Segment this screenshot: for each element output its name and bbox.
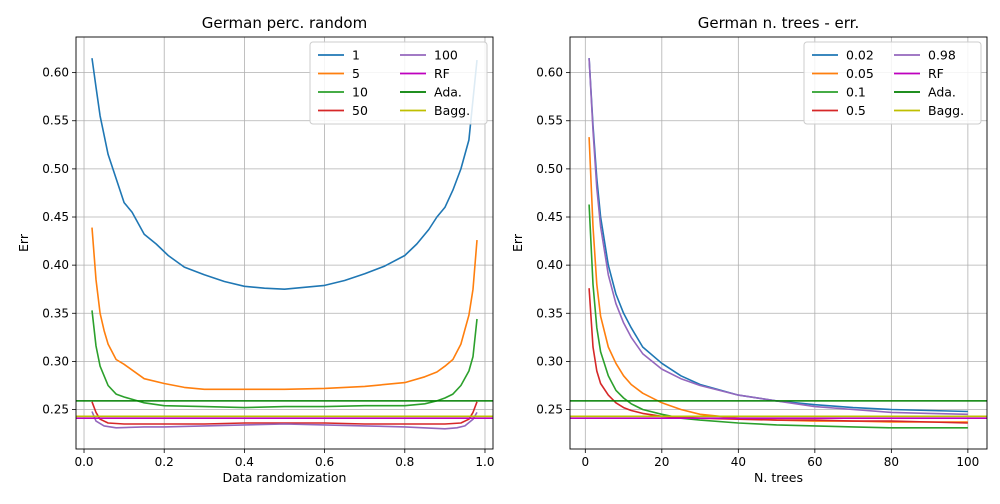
x-tick-label: 100	[956, 455, 979, 469]
x-tick-label: 40	[731, 455, 746, 469]
legend-label: 0.98	[928, 48, 956, 63]
legend-item: 10	[318, 85, 368, 100]
legend-item: 5	[318, 66, 360, 81]
x-tick-label: 80	[884, 455, 899, 469]
x-tick-label: 0.4	[235, 455, 254, 469]
legend-item: Ada.	[400, 85, 462, 100]
legend-label: RF	[928, 66, 944, 81]
legend-item: 0.1	[812, 85, 866, 100]
y-tick-label: 0.35	[536, 306, 563, 320]
series-line-0-05	[588, 137, 968, 423]
legend-label: Ada.	[434, 85, 462, 100]
legend-item: RF	[894, 66, 944, 81]
chart-title: German n. trees - err.	[698, 14, 860, 32]
legend-item: 100	[400, 48, 458, 63]
legend-label: 10	[352, 85, 368, 100]
legend-box	[803, 41, 982, 125]
series-line-0-1	[588, 204, 968, 429]
y-tick-label: 0.50	[42, 162, 69, 176]
x-tick-label: 20	[654, 455, 669, 469]
series-line-5	[91, 227, 478, 391]
legend-item: 1	[318, 48, 360, 63]
legend-item: 0.5	[812, 103, 866, 118]
y-tick-label: 0.30	[536, 354, 563, 368]
y-tick-label: 0.35	[42, 306, 69, 320]
legend-label: 5	[352, 66, 360, 81]
y-tick-label: 0.40	[536, 258, 563, 272]
y-tick-label: 0.50	[536, 162, 563, 176]
y-tick-label: 0.25	[42, 403, 69, 417]
legend-label: 1	[352, 48, 360, 63]
axes-frame	[569, 36, 988, 450]
legend-item: RF	[400, 66, 450, 81]
legend-label: Ada.	[928, 85, 956, 100]
legend-item: Ada.	[894, 85, 956, 100]
y-tick-label: 0.45	[536, 210, 563, 224]
y-tick-label: 0.55	[536, 114, 563, 128]
series-line-100	[91, 411, 478, 430]
legend-item: 0.05	[812, 66, 874, 81]
x-axis-label: N. trees	[754, 470, 803, 485]
series-line-0-98	[588, 58, 968, 416]
legend-item: Bagg.	[894, 103, 964, 118]
x-tick-label: 0.0	[74, 455, 93, 469]
plot-panel-right: 0 20 40 60 80 100 0.25 0.30 0.35 0.40 0.45 0.50 0.55…	[510, 14, 988, 485]
legend-label: 0.02	[846, 48, 874, 63]
legend-box	[309, 41, 488, 125]
legend-item: Bagg.	[400, 103, 470, 118]
x-axis-label: Data randomization	[223, 470, 347, 485]
x-tick-label: 0.6	[315, 455, 334, 469]
legend-label: Bagg.	[928, 103, 964, 118]
y-tick-label: 0.30	[42, 354, 69, 368]
y-tick-label: 0.45	[42, 210, 69, 224]
series-line-0-5	[588, 288, 968, 424]
series-line-1	[91, 58, 478, 291]
y-tick-label: 0.40	[42, 258, 69, 272]
legend: 1 5 10 50 100 RF Ada. Bagg.	[309, 41, 488, 125]
legend-item: 0.02	[812, 48, 874, 63]
series-line-10	[91, 310, 478, 409]
series-group	[570, 58, 987, 429]
x-tick-label: 60	[807, 455, 822, 469]
legend-label: 100	[434, 48, 458, 63]
series-line-0-02	[588, 58, 968, 413]
chart-title: German perc. random	[202, 14, 367, 32]
y-axis-label: Err	[510, 233, 525, 252]
legend-label: RF	[434, 66, 450, 81]
plot-panel-left: 0.0 0.2 0.4 0.6 0.8 1.0 0.25 0.30 0.35 0.40 0.45 0.…	[16, 14, 495, 485]
legend: 0.02 0.05 0.1 0.5 0.98 RF Ada. Bagg.	[803, 41, 982, 125]
y-tick-label: 0.25	[536, 403, 563, 417]
y-axis-label: Err	[16, 233, 31, 252]
series-line-50	[91, 401, 478, 425]
axes-frame	[75, 36, 494, 450]
legend-label: 50	[352, 103, 368, 118]
legend-item: 0.98	[894, 48, 956, 63]
series-group	[76, 58, 493, 430]
legend-label: 0.5	[846, 103, 866, 118]
legend-label: 0.1	[846, 85, 866, 100]
legend-label: Bagg.	[434, 103, 470, 118]
x-tick-label: 0	[581, 455, 589, 469]
x-tick-label: 0.8	[395, 455, 414, 469]
legend-item: 50	[318, 103, 368, 118]
x-tick-label: 0.2	[155, 455, 174, 469]
legend-label: 0.05	[846, 66, 874, 81]
x-tick-label: 1.0	[475, 455, 494, 469]
y-tick-label: 0.60	[536, 66, 563, 80]
y-tick-label: 0.60	[42, 66, 69, 80]
y-tick-label: 0.55	[42, 114, 69, 128]
